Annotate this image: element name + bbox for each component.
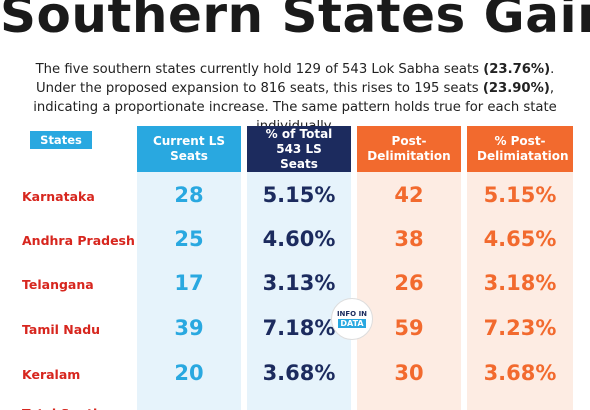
cell-value: 39 [174, 316, 204, 340]
cell-value: 4.60% [262, 227, 336, 251]
state-name: Karnataka [22, 189, 95, 204]
cell-value: 7.18% [262, 316, 336, 340]
column-bg [137, 172, 241, 410]
cell-value: 3.68% [262, 361, 336, 385]
column-header-text: Current LS Seats [152, 134, 226, 163]
column-header: % of Total 543 LS Seats [247, 126, 351, 172]
cell-value: 5.15% [262, 183, 336, 207]
column-bg [467, 172, 573, 410]
cell-value: 30 [394, 361, 424, 385]
state-name: Keralam [22, 367, 81, 382]
cell-value: 3.68% [483, 361, 557, 385]
logo-top: INFO IN [336, 310, 368, 318]
cell-value: 3.13% [262, 271, 336, 295]
cell-value: 26 [394, 271, 424, 295]
logo: INFO IN DATA [331, 298, 373, 340]
cell-value: 42 [394, 183, 424, 207]
column-header: Current LS Seats [137, 126, 241, 172]
state-name: Telangana [22, 277, 94, 292]
cell-value: 3.18% [483, 271, 557, 295]
cell-value: 17 [174, 271, 204, 295]
title: Southern States Gain [0, 0, 590, 44]
cell-value: 20 [174, 361, 204, 385]
logo-bottom: DATA [338, 319, 366, 328]
intro-segment: (23.76%) [483, 62, 551, 77]
state-name: Total Southern [22, 406, 142, 410]
column-header-text: % Post-Delimiatation [477, 134, 569, 163]
cell-value: 59 [394, 316, 424, 340]
column-header: Post-Delimitation [357, 126, 461, 172]
cell-value: 38 [394, 227, 424, 251]
column-bg [247, 172, 351, 410]
intro-text: The five southern states currently hold … [22, 60, 568, 136]
column-bg [357, 172, 461, 410]
intro-segment: . Under the proposed expansion to 816 se… [35, 62, 555, 96]
column-header-text: % of Total 543 LS Seats [265, 126, 333, 171]
column-header: States [30, 131, 92, 149]
cell-value: 5.15% [483, 183, 557, 207]
column-header: % Post-Delimiatation [467, 126, 573, 172]
cell-value: 4.65% [483, 227, 557, 251]
cell-value: 25 [174, 227, 204, 251]
intro-segment: The five southern states currently hold … [35, 62, 484, 77]
state-name: Tamil Nadu [22, 322, 101, 337]
column-header-text: Post-Delimitation [367, 134, 451, 163]
cell-value: 28 [174, 183, 204, 207]
intro-segment: (23.90%) [482, 81, 550, 96]
state-name: Andhra Pradesh [22, 233, 135, 248]
cell-value: 7.23% [483, 316, 557, 340]
